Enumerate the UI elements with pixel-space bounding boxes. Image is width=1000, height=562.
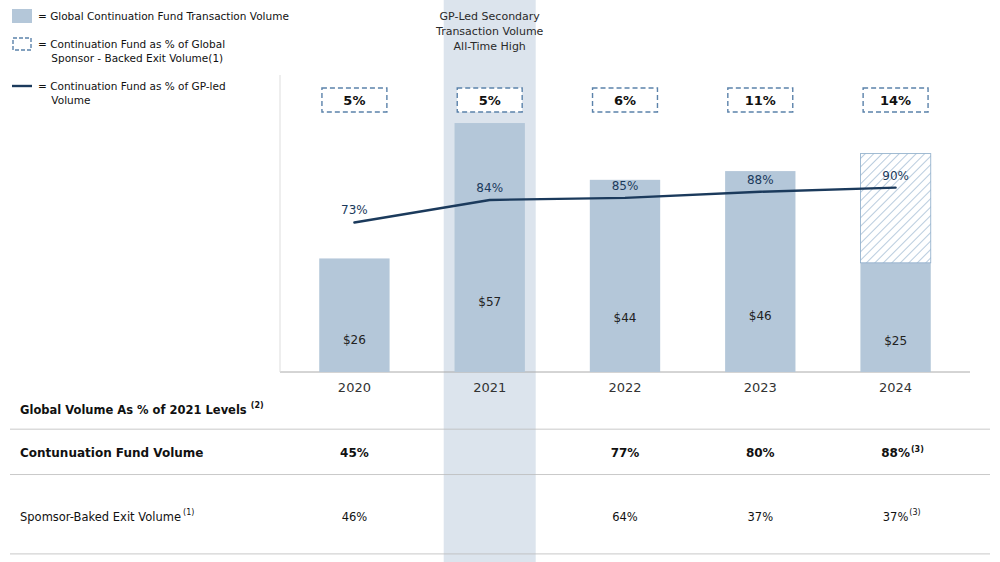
bar-hatched xyxy=(455,123,525,124)
legend: = Global Continuation Fund Transaction V… xyxy=(12,9,289,106)
annotations: GP-Led SecondaryTransaction VolumeAll-Ti… xyxy=(435,0,544,562)
table-title: Global Volume As % of 2021 Levels xyxy=(20,403,247,417)
bar-hatched xyxy=(725,171,795,172)
table-value: 37% xyxy=(748,510,774,524)
label-box-text: 11% xyxy=(745,93,776,108)
line-label: 73% xyxy=(341,203,368,217)
chart: GP-Led SecondaryTransaction VolumeAll-Ti… xyxy=(0,0,1000,562)
label-box-text: 5% xyxy=(479,93,501,108)
plot-marks xyxy=(319,123,931,372)
table-value: 37% xyxy=(883,510,909,524)
table-row-label: Spomsor-Baked Exit Volume xyxy=(20,510,181,524)
label-box xyxy=(728,88,793,112)
bar xyxy=(319,258,389,372)
table-row-label: Contunuation Fund Volume xyxy=(20,446,204,460)
bar-label: $46 xyxy=(749,309,772,323)
x-ticks: 2020 2021 2022 2023 2024 xyxy=(338,380,912,395)
data-labels: $26 $57 $44 $46 $25 73% 84% 85% 88% 90% xyxy=(341,169,909,349)
highlight-band xyxy=(444,0,536,562)
legend-label: = Continuation Fund as % of GP-led Volum… xyxy=(38,80,226,106)
annotation: GP-Led SecondaryTransaction VolumeAll-Ti… xyxy=(435,10,544,53)
table-title-footnote: (2) xyxy=(251,401,264,410)
table-value-footnote: (3) xyxy=(911,445,924,454)
legend-handle xyxy=(12,85,32,87)
bar xyxy=(860,263,930,372)
table-value: 80% xyxy=(746,446,775,460)
bar-label: $25 xyxy=(884,334,907,348)
table-value: 77% xyxy=(611,446,640,460)
line-label: 88% xyxy=(747,173,774,187)
line-label: 84% xyxy=(476,181,503,195)
x-tick-label: 2020 xyxy=(338,380,371,395)
x-tick-label: 2022 xyxy=(608,380,641,395)
bar-label: $26 xyxy=(343,333,366,347)
bar-hatched xyxy=(319,258,389,259)
legend-label: = Global Continuation Fund Transaction V… xyxy=(38,10,289,22)
table-value: 45% xyxy=(340,446,369,460)
label-box xyxy=(863,88,928,112)
table-divider xyxy=(10,474,990,475)
label-box-text: 14% xyxy=(880,93,911,108)
table-divider xyxy=(10,553,990,554)
line-label: 90% xyxy=(882,169,909,183)
table: Global Volume As % of 2021 Levels (2) Cont… xyxy=(10,401,990,554)
label-box xyxy=(457,88,522,112)
legend-handle xyxy=(13,38,31,50)
bar xyxy=(590,180,660,372)
x-tick-label: 2024 xyxy=(879,380,912,395)
label-boxes: 5% 5% 6% 11% 14% xyxy=(322,88,928,112)
table-value: 46% xyxy=(342,510,368,524)
label-box xyxy=(593,88,658,112)
legend-handle xyxy=(12,9,32,23)
bar xyxy=(725,171,795,372)
table-row-footnote: (1) xyxy=(183,508,194,517)
x-tick-label: 2021 xyxy=(473,380,506,395)
bar xyxy=(455,123,525,372)
label-box xyxy=(322,88,387,112)
table-value: 88% xyxy=(881,446,910,460)
table-value-footnote: (3) xyxy=(909,508,920,517)
label-box-text: 6% xyxy=(614,93,636,108)
bar-label: $57 xyxy=(478,295,501,309)
table-value: 64% xyxy=(612,510,638,524)
label-box-text: 5% xyxy=(343,93,365,108)
bar-label: $44 xyxy=(614,311,637,325)
bar-hatched xyxy=(860,154,930,263)
line-label: 85% xyxy=(612,179,639,193)
table-divider xyxy=(10,429,990,430)
x-tick-label: 2023 xyxy=(744,380,777,395)
y-axis xyxy=(280,75,281,372)
legend-label: = Continuation Fund as % of Global Spons… xyxy=(38,38,225,64)
